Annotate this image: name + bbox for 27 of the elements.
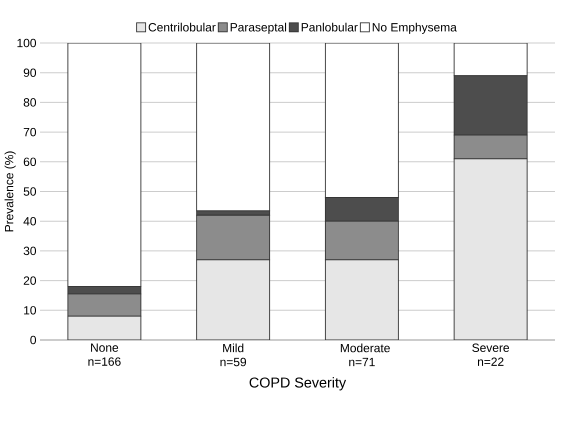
y-tick-label: 40	[23, 216, 36, 226]
x-tick-label: Severe n=22	[472, 344, 510, 366]
bar	[324, 259, 399, 340]
legend-label: Paraseptal	[230, 22, 286, 34]
bar	[196, 214, 270, 260]
bar	[196, 42, 270, 212]
y-tick-label: 80	[24, 98, 36, 107]
legend-label: Panlobular	[302, 22, 358, 32]
legend-label: No Emphysema	[372, 22, 457, 34]
y-tick-label: 0	[30, 336, 36, 344]
x-tick-label: Mild n=59	[220, 344, 246, 366]
y-tick-label: 90	[24, 68, 36, 77]
bar	[67, 316, 142, 340]
y-axis-title: Prevalence (%)	[4, 151, 16, 232]
y-tick-label: 50	[24, 187, 36, 196]
y-tick-label: 30	[24, 246, 36, 256]
y-tick-label: 10	[24, 306, 36, 315]
y-tick-label: 100	[17, 38, 36, 48]
x-tick-label: None n=166	[88, 344, 121, 366]
legend-label: Centrilobular	[148, 22, 216, 32]
x-tick-label: Moderate n=71	[340, 344, 390, 366]
y-tick-label: 70	[24, 128, 36, 136]
y-tick-label: 20	[24, 276, 36, 285]
y-tick-label: 60	[24, 158, 36, 166]
bar	[454, 158, 528, 340]
x-axis-title: COPD Severity	[250, 377, 346, 390]
bar	[196, 259, 270, 340]
